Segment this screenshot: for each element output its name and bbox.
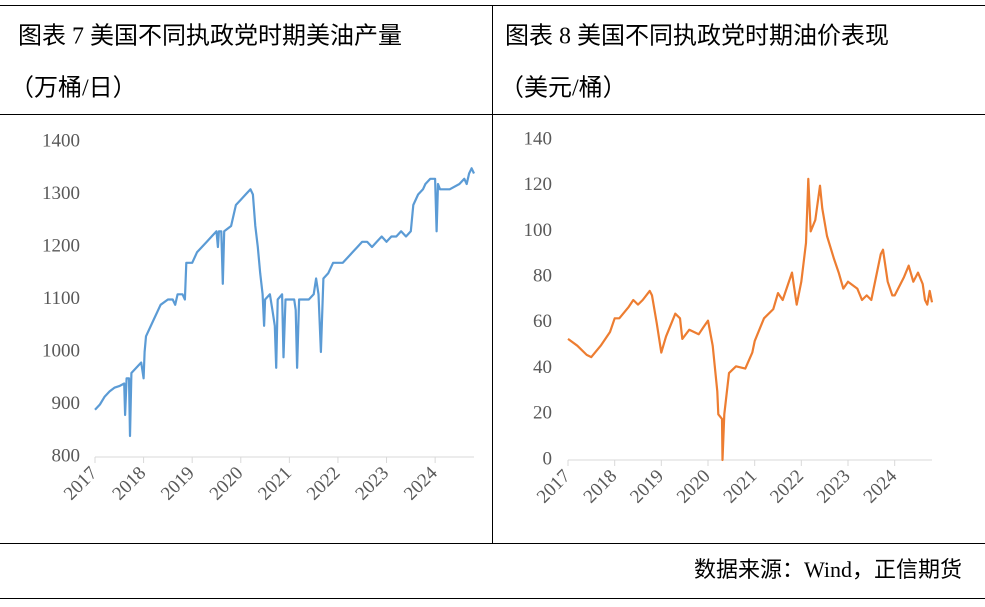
x-tick-label: 2024 bbox=[400, 462, 442, 504]
y-tick-label: 1300 bbox=[42, 183, 80, 204]
x-tick-label: 2020 bbox=[673, 466, 715, 508]
y-tick-label: 1200 bbox=[42, 235, 80, 256]
x-tick-label: 2023 bbox=[351, 463, 393, 505]
y-tick-label: 80 bbox=[533, 266, 552, 287]
chart-title: 图表 7 美国不同执政党时期美油产量 bbox=[18, 23, 402, 50]
y-tick-label: 40 bbox=[533, 357, 552, 378]
x-tick-label: 2018 bbox=[580, 466, 622, 508]
y-tick-label: 60 bbox=[533, 311, 552, 332]
x-tick-label: 2021 bbox=[720, 466, 762, 508]
x-tick-label: 2023 bbox=[813, 466, 855, 508]
y-tick-label: 800 bbox=[52, 445, 81, 466]
x-tick-label: 2022 bbox=[766, 466, 808, 508]
x-tick-label: 2017 bbox=[60, 463, 102, 505]
x-tick-label: 2024 bbox=[860, 465, 902, 507]
y-tick-label: 900 bbox=[52, 393, 81, 414]
data-line bbox=[567, 177, 934, 462]
x-tick-label: 2017 bbox=[533, 466, 575, 508]
y-tick-label: 20 bbox=[533, 403, 552, 424]
x-tick-label: 2019 bbox=[157, 463, 199, 505]
chart-subtitle: （万桶/日） bbox=[10, 75, 137, 102]
x-tick-label: 2018 bbox=[108, 463, 150, 505]
y-tick-label: 100 bbox=[524, 220, 553, 241]
y-tick-label: 1400 bbox=[42, 130, 80, 151]
x-tick-label: 2021 bbox=[254, 463, 296, 505]
data-line bbox=[94, 167, 475, 438]
x-tick-label: 2022 bbox=[303, 463, 345, 505]
x-tick-label: 2020 bbox=[206, 463, 248, 505]
source-note: 数据来源：Wind，正信期货 bbox=[694, 557, 962, 582]
y-tick-label: 1000 bbox=[42, 340, 80, 361]
y-tick-label: 0 bbox=[543, 448, 553, 469]
chart-subtitle: （美元/桶） bbox=[500, 75, 627, 102]
y-tick-label: 140 bbox=[524, 128, 553, 149]
y-tick-label: 120 bbox=[524, 174, 553, 195]
y-tick-label: 1100 bbox=[43, 288, 80, 309]
x-tick-label: 2019 bbox=[626, 466, 668, 508]
chart-title: 图表 8 美国不同执政党时期油价表现 bbox=[505, 23, 889, 50]
